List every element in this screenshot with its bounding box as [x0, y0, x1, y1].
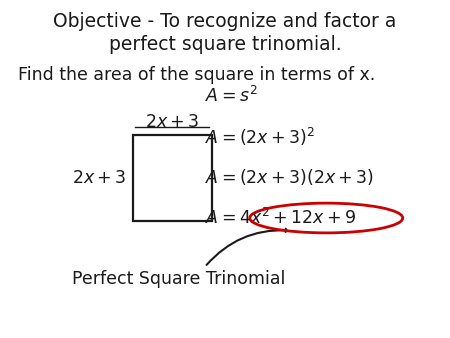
Text: Objective - To recognize and factor a: Objective - To recognize and factor a [53, 12, 397, 31]
Text: $2x+3$: $2x+3$ [145, 113, 199, 131]
Text: perfect square trinomial.: perfect square trinomial. [109, 35, 341, 54]
Text: $A = 4x^{2}+12x+9$: $A = 4x^{2}+12x+9$ [205, 208, 356, 228]
Text: $A = (2x+3)(2x+3)$: $A = (2x+3)(2x+3)$ [205, 167, 374, 188]
Text: $A = s^{2}$: $A = s^{2}$ [205, 86, 257, 106]
Bar [133, 135, 212, 221]
Text: Find the area of the square in terms of x.: Find the area of the square in terms of … [18, 66, 375, 84]
Text: $2x+3$: $2x+3$ [72, 169, 126, 187]
Text: Perfect Square Trinomial: Perfect Square Trinomial [72, 270, 285, 288]
Text: $A = (2x+3)^{2}$: $A = (2x+3)^{2}$ [205, 126, 315, 148]
